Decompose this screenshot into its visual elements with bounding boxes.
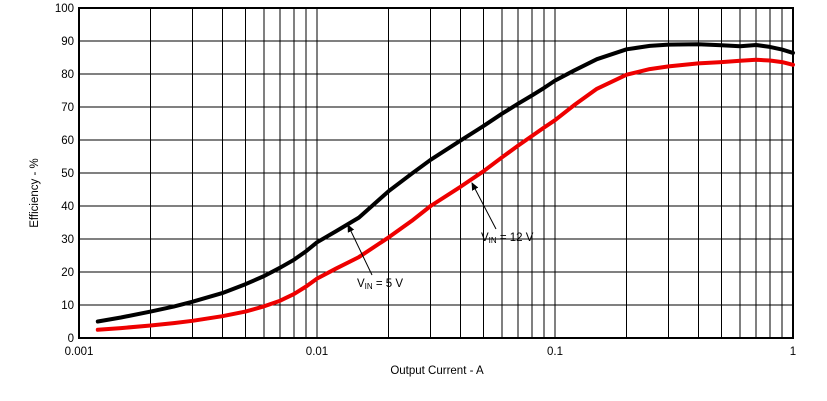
data-series [95,42,795,332]
y-tick-label: 100 [55,3,74,15]
annotation-arrow [347,224,373,276]
y-tick-label: 0 [68,333,74,345]
x-tick-label: 0.001 [65,346,94,358]
y-tick-label: 80 [61,69,74,81]
y-axis-title: Efficiency - % [29,158,41,227]
subscript-in: IN [488,236,497,245]
y-tick-label: 30 [61,234,74,246]
series-line-vin-5v [95,42,795,324]
grid-lines [79,8,793,338]
x-tick-label: 0.01 [306,346,328,358]
annotation-arrows [347,182,497,276]
x-tick-label: 0.1 [547,346,563,358]
y-tick-label: 60 [61,135,74,147]
y-tick-label: 50 [61,168,74,180]
y-tick-label: 20 [61,267,74,279]
annotation-vin-12v: VIN = 12 V [481,232,533,245]
annotation-vin-12v-text: VIN = 12 V [481,232,534,245]
x-axis-title: Output Current - A [390,365,484,377]
y-tick-label: 40 [61,201,74,213]
annotation-arrow [471,182,497,230]
y-tick-label: 70 [61,102,74,114]
axis-tick-labels: 0 10 20 30 40 50 60 70 80 90 100 0.001 0.01 0.1 1 [55,3,796,358]
annotation-vin-5v: VIN = 5 V [357,278,403,291]
subscript-in: IN [364,282,373,291]
annotation-vin-5v-text: VIN = 5 V [357,278,404,291]
x-tick-label: 1 [790,346,796,358]
y-tick-label: 10 [61,300,74,312]
y-tick-label: 90 [61,36,74,48]
plot-frame [78,7,794,339]
series-line-vin-12v [95,57,795,332]
